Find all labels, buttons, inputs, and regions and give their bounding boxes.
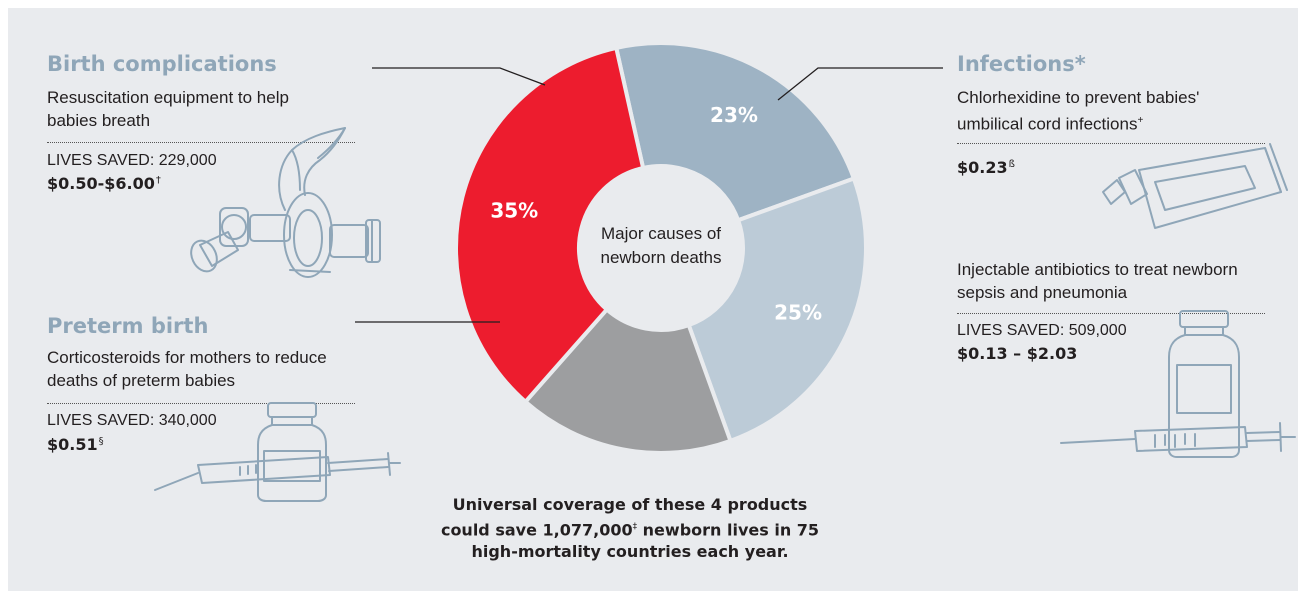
donut-hole [579, 166, 743, 330]
connector-birth [372, 67, 546, 86]
preterm-heading: Preterm birth [47, 314, 209, 338]
birth-price: $0.50-$6.00† [47, 174, 161, 193]
slice-label-1: 25% [774, 300, 822, 324]
resuscitator-icon [190, 127, 381, 278]
birth-lives-saved: LIVES SAVED: 229,000 [47, 152, 217, 169]
birth-description: Resuscitation equipment to help babies b… [47, 88, 289, 130]
connector-infections [777, 67, 943, 101]
antibiotics-price: $0.13 – $2.03 [957, 344, 1078, 363]
chart-center-title: Major causes of newborn deaths [600, 224, 722, 267]
preterm-lives-saved: LIVES SAVED: 340,000 [47, 412, 217, 429]
birth-heading: Birth complications [47, 52, 277, 76]
summary-text: Universal coverage of these 4 products c… [440, 495, 820, 562]
antibiotics-divider [957, 313, 1265, 314]
slice-label-3: 35% [490, 198, 538, 222]
infections-divider [957, 143, 1265, 144]
ointment-tube-icon [1102, 143, 1288, 229]
preterm-divider [47, 403, 355, 404]
preterm-price: $0.51§ [47, 435, 104, 454]
infections-description: Chlorhexidine to prevent babies' umbilic… [957, 88, 1200, 134]
preterm-description: Corticosteroids for mothers to reduce de… [47, 348, 327, 390]
infections-price: $0.23ß [957, 158, 1015, 177]
slice-label-0: 23% [710, 103, 758, 127]
antibiotics-lives-saved: LIVES SAVED: 509,000 [957, 322, 1127, 339]
infections-heading: Infections* [957, 52, 1086, 76]
birth-divider [47, 142, 355, 143]
antibiotics-description: Injectable antibiotics to treat newborn … [957, 260, 1238, 302]
vial-syringe-icon [1060, 310, 1296, 458]
syringe-vial-icon [154, 402, 401, 502]
